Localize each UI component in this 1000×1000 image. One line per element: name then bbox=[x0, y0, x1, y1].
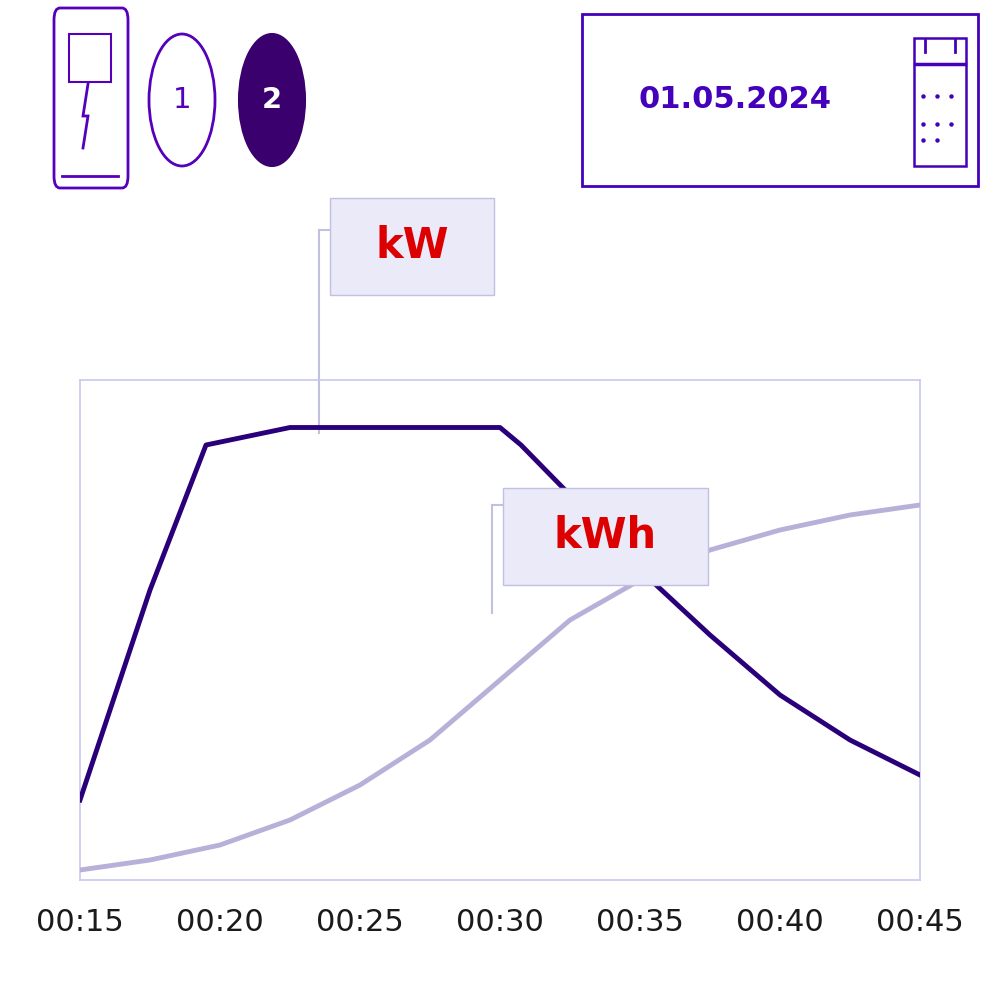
Text: kW: kW bbox=[375, 225, 449, 267]
FancyBboxPatch shape bbox=[503, 488, 708, 585]
Text: 2: 2 bbox=[262, 86, 282, 114]
Text: 1: 1 bbox=[173, 86, 191, 114]
FancyBboxPatch shape bbox=[330, 198, 494, 295]
Circle shape bbox=[239, 34, 305, 166]
Text: kWh: kWh bbox=[553, 515, 657, 557]
Text: 01.05.2024: 01.05.2024 bbox=[639, 86, 832, 114]
